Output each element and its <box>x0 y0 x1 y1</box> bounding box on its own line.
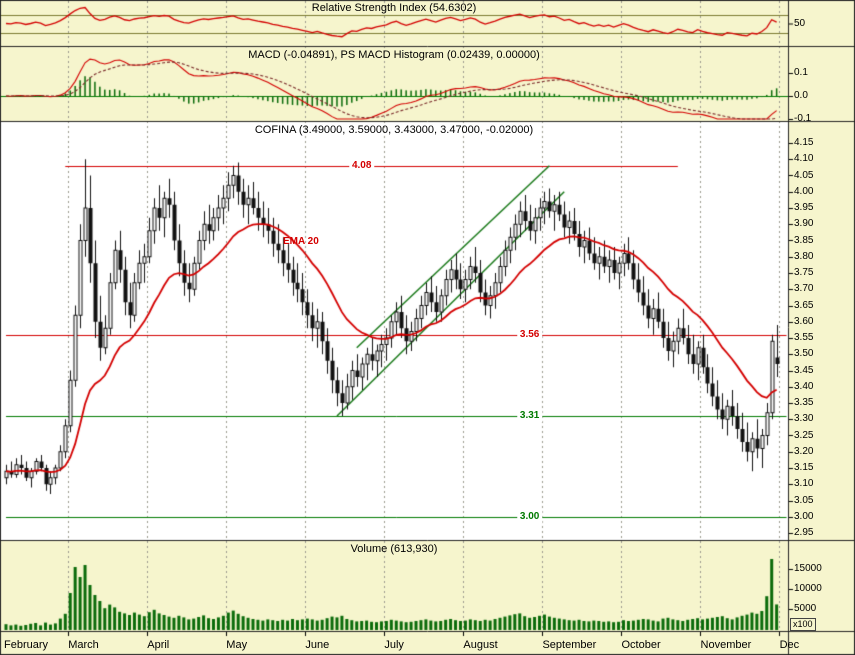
chart-canvas[interactable] <box>0 0 855 655</box>
chart-window: Relative Strength Index (54.6302) MACD (… <box>0 0 855 655</box>
